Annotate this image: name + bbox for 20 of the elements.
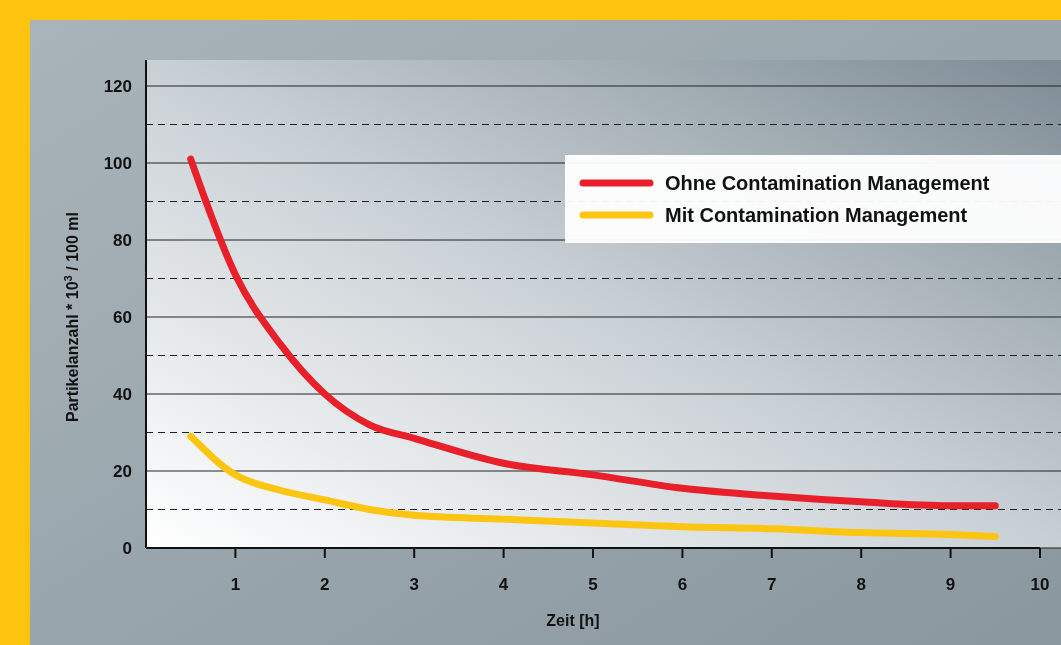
x-tick-label: 5 xyxy=(588,575,598,594)
x-tick-label: 4 xyxy=(498,575,509,594)
x-tick-label: 8 xyxy=(856,575,866,594)
legend-label: Mit Contamination Management xyxy=(665,204,968,226)
x-tick-label: 6 xyxy=(677,575,688,594)
legend-label: Ohne Contamination Management xyxy=(665,172,990,194)
x-tick-label: 3 xyxy=(409,575,419,594)
y-tick-label: 60 xyxy=(113,308,132,327)
y-tick-label: 120 xyxy=(103,77,132,96)
x-tick-label: 7 xyxy=(767,575,777,594)
y-tick-label: 0 xyxy=(122,539,132,558)
x-tick-label: 2 xyxy=(320,575,330,594)
x-tick-label: 9 xyxy=(945,575,956,594)
x-tick-label: 10 xyxy=(1030,575,1050,594)
y-tick-label: 80 xyxy=(113,231,132,250)
y-tick-label: 20 xyxy=(113,462,132,481)
x-tick-label: 1 xyxy=(230,575,241,594)
y-tick-label: 100 xyxy=(103,154,132,173)
x-axis-title: Zeit [h] xyxy=(546,612,600,629)
y-tick-label: 40 xyxy=(113,385,132,404)
